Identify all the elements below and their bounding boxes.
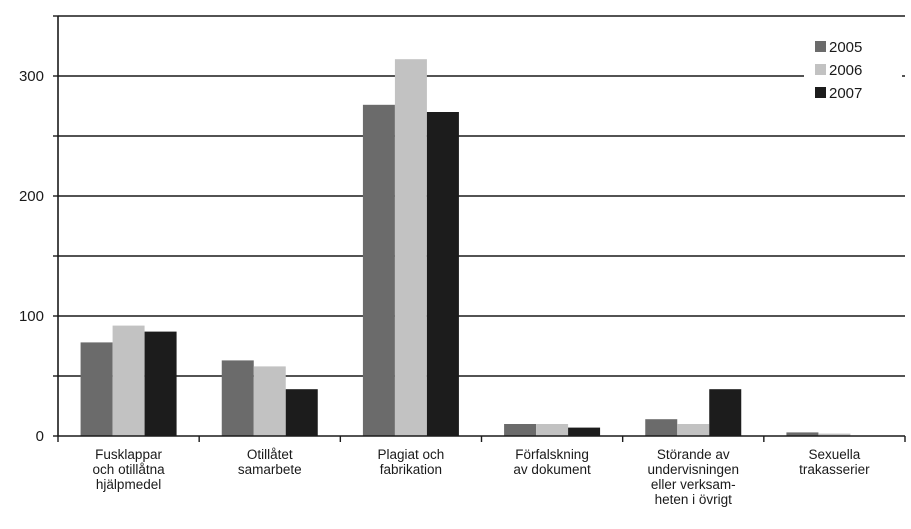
legend-swatch-2006	[815, 64, 826, 75]
bar-2005-1	[221, 360, 254, 436]
bar-2007-1	[285, 389, 318, 436]
x-category-label: Fusklappar och otillåtna hjälpmedel	[93, 447, 166, 492]
bar-2005-5	[786, 432, 819, 436]
gridlines	[58, 15, 905, 377]
x-category-label-line: samarbete	[238, 462, 302, 477]
x-category-label: Otillåtet samarbete	[238, 447, 302, 477]
y-tick-label: 0	[36, 428, 44, 445]
x-category-label-line: Sexuella	[809, 447, 861, 462]
legend-label-2006: 2006	[829, 62, 862, 79]
x-category-label: Störande av undervisningen eller verksam-h…	[647, 447, 739, 507]
bar-2005-0	[80, 342, 113, 436]
x-category-label-line: Plagiat och	[378, 447, 445, 462]
x-category-labels: Fusklappar och otillåtna hjälpmedel Otillåt…	[93, 447, 871, 507]
legend-swatch-2007	[815, 87, 826, 98]
bar-2005-2	[362, 104, 395, 437]
y-tick-label: 200	[19, 188, 44, 205]
x-category-label-line: Fusklappar	[95, 447, 162, 462]
x-category-label-line: Otillåtet	[247, 447, 293, 462]
x-category-label-line: fabrikation	[380, 462, 442, 477]
x-category-label-line: heten i övrigt	[655, 492, 733, 507]
x-category-label-line: av dokument	[513, 462, 591, 477]
x-category-label: Plagiat och fabrikation	[378, 447, 445, 477]
bar-2005-4	[645, 419, 678, 436]
bar-2006-5	[818, 433, 851, 436]
x-category-label: Förfalskning av dokument	[513, 447, 591, 477]
bar-2006-1	[253, 366, 286, 436]
x-category-label: Sexuella trakasserier	[799, 447, 870, 477]
bar-2005-3	[504, 424, 537, 436]
bar-2007-0	[144, 331, 177, 436]
x-category-label-line: och otillåtna	[93, 462, 166, 477]
x-category-label-line: Störande av	[657, 447, 730, 462]
bar-2007-2	[426, 112, 459, 436]
bar-2006-4	[677, 424, 710, 436]
axes	[53, 15, 906, 442]
legend-label-2005: 2005	[829, 39, 862, 56]
x-category-label-line: eller verksam-	[651, 477, 736, 492]
bar-2006-3	[536, 424, 569, 436]
x-category-label-line: trakasserier	[799, 462, 870, 477]
legend-swatch-2005	[815, 41, 826, 52]
y-tick-label: 100	[19, 308, 44, 325]
legend-label-2007: 2007	[829, 85, 862, 102]
bar-2006-2	[394, 59, 427, 436]
legend: 2005 2006 2007	[804, 32, 902, 116]
bar-2007-3	[568, 427, 601, 436]
bars	[80, 59, 851, 437]
bar-2006-0	[112, 325, 145, 436]
x-category-label-line: Förfalskning	[515, 447, 589, 462]
y-tick-label: 300	[19, 68, 44, 85]
bar-2007-4	[709, 389, 742, 436]
x-category-label-line: hjälpmedel	[96, 477, 161, 492]
x-category-label-line: undervisningen	[647, 462, 739, 477]
y-tick-labels: 0 100 200 300	[19, 68, 44, 445]
